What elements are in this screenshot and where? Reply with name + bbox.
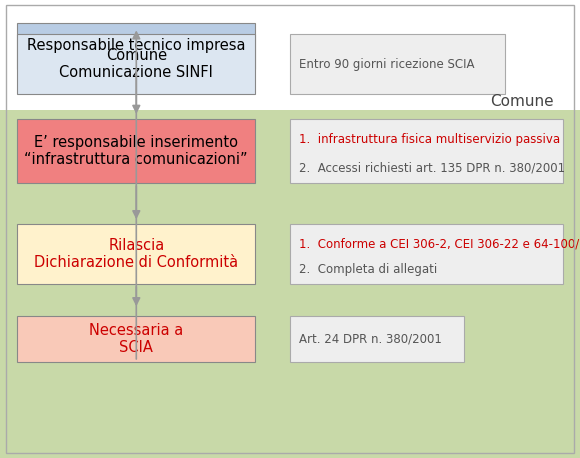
Text: 2.  Completa di allegati: 2. Completa di allegati	[299, 263, 437, 276]
Text: Necessaria a
SCIA: Necessaria a SCIA	[89, 323, 183, 355]
Bar	[0, 0, 580, 110]
Text: Responsabile tecnico impresa: Responsabile tecnico impresa	[27, 38, 245, 53]
Text: Rilascia
Dichiarazione di Conformità: Rilascia Dichiarazione di Conformità	[34, 238, 238, 270]
FancyBboxPatch shape	[17, 119, 255, 183]
FancyBboxPatch shape	[290, 34, 505, 94]
FancyBboxPatch shape	[290, 316, 464, 362]
FancyBboxPatch shape	[17, 23, 255, 69]
FancyBboxPatch shape	[290, 119, 563, 183]
Text: 1.  Conforme a CEI 306-2, CEI 306-22 e 64-100/1, 2: 1. Conforme a CEI 306-2, CEI 306-22 e 64…	[299, 237, 580, 251]
FancyBboxPatch shape	[290, 224, 563, 284]
Text: Comune
Comunicazione SINFI: Comune Comunicazione SINFI	[59, 48, 213, 80]
FancyBboxPatch shape	[17, 224, 255, 284]
Text: 2.  Accessi richiesti art. 135 DPR n. 380/2001: 2. Accessi richiesti art. 135 DPR n. 380…	[299, 161, 565, 174]
FancyBboxPatch shape	[17, 316, 255, 362]
Text: E’ responsabile inserimento
“infrastruttura comunicazioni”: E’ responsabile inserimento “infrastrutt…	[24, 135, 248, 167]
Text: Comune: Comune	[490, 94, 554, 109]
FancyBboxPatch shape	[17, 34, 255, 94]
Text: Art. 24 DPR n. 380/2001: Art. 24 DPR n. 380/2001	[299, 333, 441, 345]
Bar	[0, 110, 580, 458]
Text: Entro 90 giorni ricezione SCIA: Entro 90 giorni ricezione SCIA	[299, 58, 474, 71]
Text: 1.  infrastruttura fisica multiservizio passiva: 1. infrastruttura fisica multiservizio p…	[299, 133, 560, 147]
